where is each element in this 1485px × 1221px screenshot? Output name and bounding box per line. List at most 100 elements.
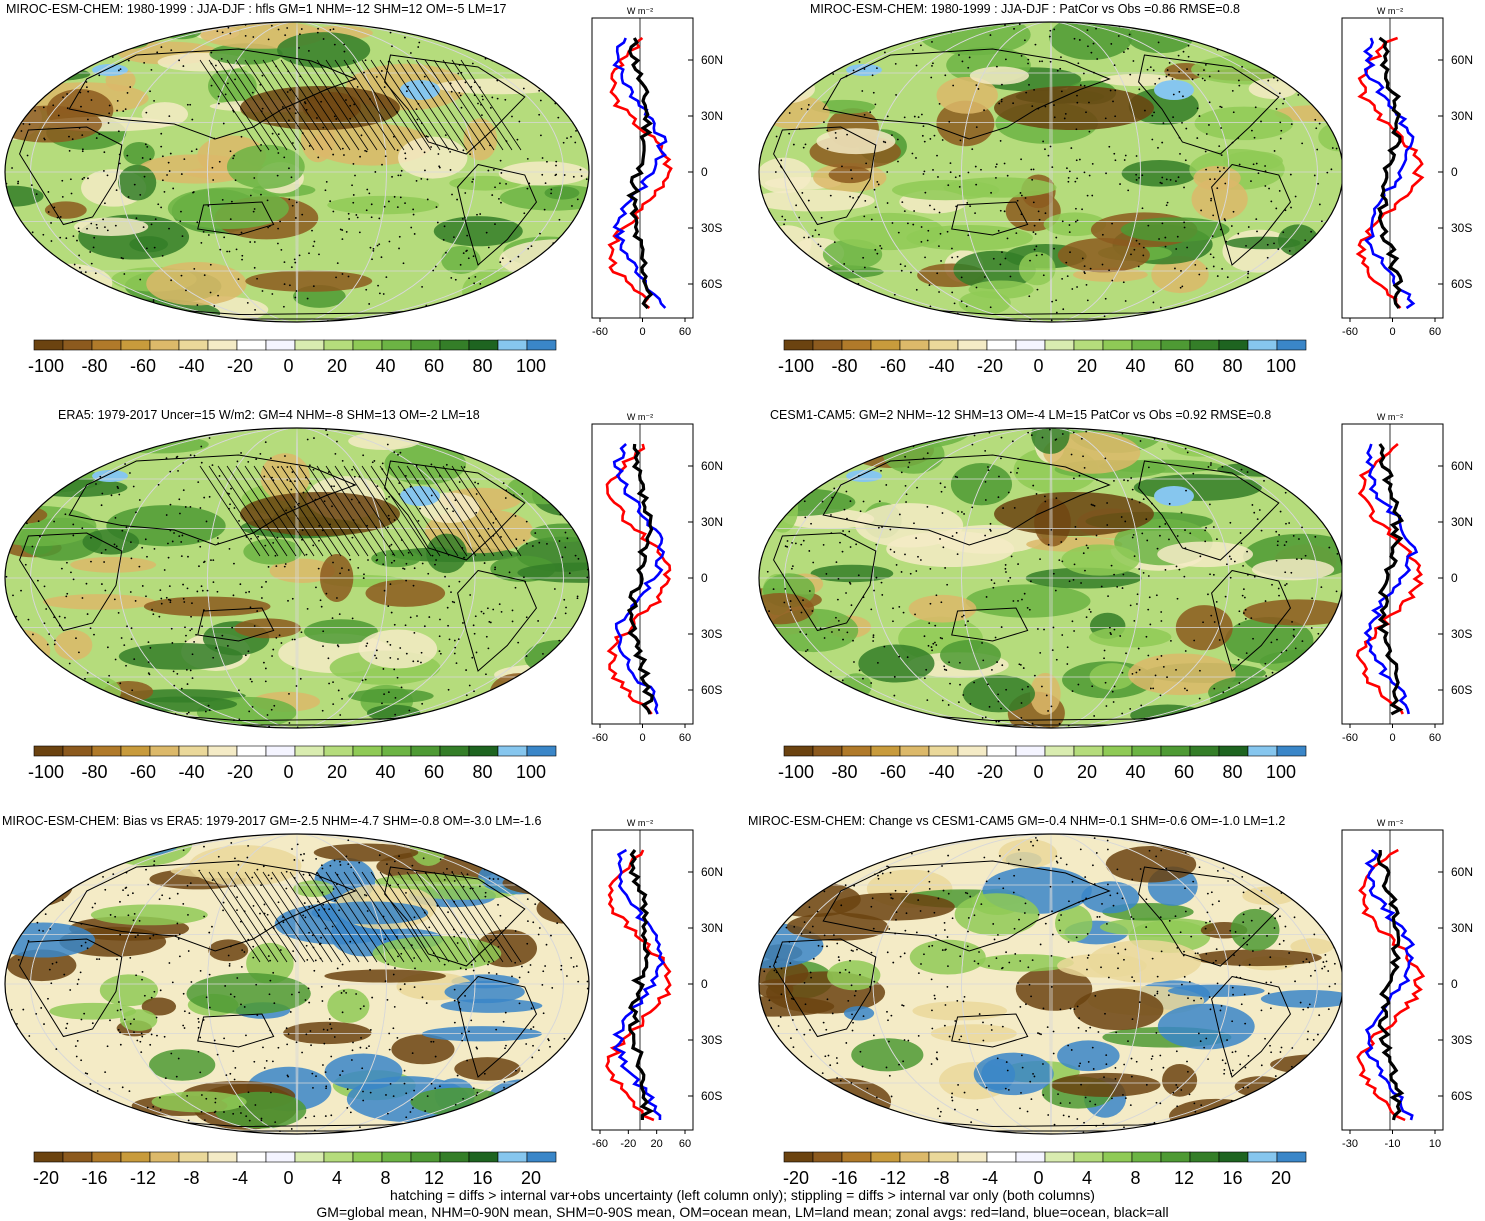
x-tick-label: 0: [639, 326, 645, 338]
colorbar-swatch: [870, 745, 901, 757]
lat-label: 60S: [701, 277, 722, 291]
colorbar-label: -20: [783, 1168, 809, 1188]
colorbar-swatch: [352, 1151, 383, 1163]
lat-label: 30N: [701, 515, 723, 529]
panel-top-right: MIROC-ESM-CHEM: 1980-1999 : JJA-DJF : Pa…: [748, 0, 1485, 400]
profile-unit: W m⁻²: [1377, 818, 1403, 828]
footer-note-1: hatching = diffs > internal var+obs unce…: [390, 1187, 1095, 1203]
panel-title: ERA5: 1979-2017 Uncer=15 W/m2: GM=4 NHM=…: [58, 408, 480, 422]
lat-label: 0: [1451, 165, 1458, 179]
colorbar-label: -40: [178, 356, 204, 376]
colorbar-label: -20: [227, 356, 253, 376]
colorbar-swatch: [899, 745, 930, 757]
lat-label: 30S: [701, 1033, 722, 1047]
colorbar: -20 -16 -12 -8 -4 0 4 8 12 16 20: [33, 1151, 557, 1188]
x-tick-label: 0: [1389, 326, 1395, 338]
x-tick-label: 20: [651, 1138, 663, 1150]
coastline: [68, 454, 357, 546]
colorbar-swatch: [207, 339, 238, 351]
colorbar-label: 100: [516, 762, 546, 782]
coastline: [773, 938, 877, 1038]
colorbar-swatch: [1015, 1151, 1046, 1163]
colorbar-swatch: [410, 339, 441, 351]
colorbar-label: -80: [81, 356, 107, 376]
colorbar-swatch: [381, 1151, 412, 1163]
all-zonal-line: [1376, 849, 1405, 1121]
colorbar-label: -8: [933, 1168, 949, 1188]
colorbar-label: 60: [1174, 762, 1194, 782]
colorbar-swatch: [1276, 745, 1307, 757]
colorbar-swatch: [928, 745, 959, 757]
ocean-zonal-line: [612, 443, 666, 715]
colorbar-swatch: [468, 1151, 499, 1163]
lat-label: 30S: [701, 221, 722, 235]
colorbar-swatch: [1015, 745, 1046, 757]
colorbar-label: -100: [28, 356, 64, 376]
colorbar-swatch: [497, 1151, 528, 1163]
panel-title: MIROC-ESM-CHEM: 1980-1999 : JJA-DJF : hf…: [6, 2, 507, 16]
colorbar-swatch: [986, 1151, 1017, 1163]
coastline: [197, 607, 275, 642]
colorbar-swatch: [1073, 339, 1104, 351]
lat-label: 60S: [1451, 1089, 1472, 1103]
x-tick-label: -30: [1342, 1138, 1358, 1150]
all-zonal-line: [626, 37, 654, 310]
colorbar-label: 16: [1222, 1168, 1242, 1188]
colorbar-swatch: [120, 745, 151, 757]
colorbar-swatch: [1044, 1151, 1075, 1163]
coastline: [384, 54, 526, 155]
colorbar-label: 20: [521, 1168, 541, 1188]
x-tick-label: -60: [592, 1138, 608, 1150]
colorbar-label: -100: [778, 356, 814, 376]
colorbar-swatch: [120, 1151, 151, 1163]
colorbar-label: -60: [880, 762, 906, 782]
colorbar-swatch: [33, 339, 64, 351]
colorbar-swatch: [870, 339, 901, 351]
map-border: [4, 833, 590, 1135]
colorbar-swatch: [928, 1151, 959, 1163]
colorbar-swatch: [1102, 339, 1133, 351]
ocean-zonal-line: [1363, 443, 1419, 715]
profile-unit: W m⁻²: [627, 412, 653, 422]
world-map: [4, 833, 590, 1135]
panel-title: MIROC-ESM-CHEM: 1980-1999 : JJA-DJF : Pa…: [810, 2, 1240, 16]
colorbar-swatch: [1218, 339, 1249, 351]
colorbar-swatch: [294, 745, 325, 757]
colorbar-label: 12: [1174, 1168, 1194, 1188]
x-tick-label: 60: [679, 1138, 691, 1150]
colorbar-swatch: [91, 1151, 122, 1163]
land-zonal-line: [605, 849, 672, 1122]
colorbar-swatch: [1015, 339, 1046, 351]
profile-frame: [1341, 423, 1444, 725]
colorbar-swatch: [33, 745, 64, 757]
colorbar-swatch: [62, 1151, 93, 1163]
lat-label: 0: [701, 165, 708, 179]
coastline: [384, 460, 526, 561]
colorbar-swatch: [783, 339, 814, 351]
colorbar-swatch: [294, 339, 325, 351]
colorbar-swatch: [62, 745, 93, 757]
lat-label: 30N: [701, 921, 723, 935]
colorbar-swatch: [1073, 745, 1104, 757]
colorbar-label: 8: [1130, 1168, 1140, 1188]
colorbar-label: -20: [33, 1168, 59, 1188]
colorbar-label: 40: [375, 762, 395, 782]
colorbar-label: -12: [130, 1168, 156, 1188]
x-tick-label: 60: [679, 326, 691, 338]
colorbar-label: -8: [183, 1168, 199, 1188]
zonal-profile: 60N 30N 0 30S 60S -60 0 60 W m⁻²: [591, 6, 723, 338]
colorbar-label: 40: [375, 356, 395, 376]
colorbar-swatch: [178, 1151, 209, 1163]
colorbar-swatch: [236, 745, 267, 757]
lat-label: 60S: [1451, 683, 1472, 697]
colorbar-swatch: [381, 745, 412, 757]
colorbar-swatch: [265, 339, 296, 351]
colorbar-label: -16: [81, 1168, 107, 1188]
panel-bottom-left: MIROC-ESM-CHEM: Bias vs ERA5: 1979-2017 …: [0, 812, 742, 1212]
colorbar-swatch: [1218, 1151, 1249, 1163]
colorbar-swatch: [899, 339, 930, 351]
colorbar-label: 0: [1033, 356, 1043, 376]
colorbar: -20 -16 -12 -8 -4 0 4 8 12 16 20: [783, 1151, 1307, 1188]
colorbar-label: 20: [1271, 1168, 1291, 1188]
colorbar-label: -80: [831, 356, 857, 376]
